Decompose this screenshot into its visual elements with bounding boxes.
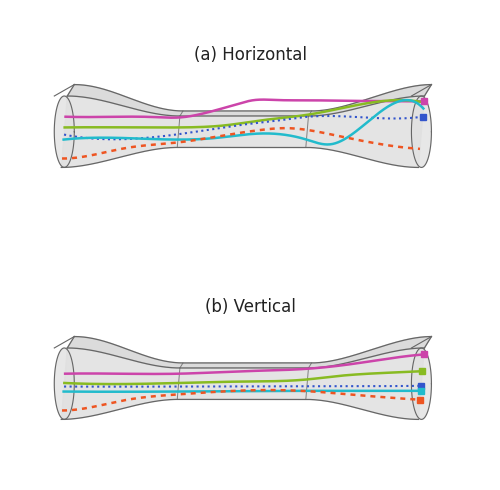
Polygon shape	[62, 96, 424, 168]
Polygon shape	[54, 348, 74, 419]
Polygon shape	[54, 96, 74, 168]
Title: (b) Vertical: (b) Vertical	[204, 297, 296, 316]
Polygon shape	[62, 348, 424, 419]
Polygon shape	[68, 85, 432, 116]
Polygon shape	[412, 348, 432, 419]
Polygon shape	[68, 337, 432, 368]
Polygon shape	[412, 96, 432, 168]
Title: (a) Horizontal: (a) Horizontal	[194, 46, 306, 64]
